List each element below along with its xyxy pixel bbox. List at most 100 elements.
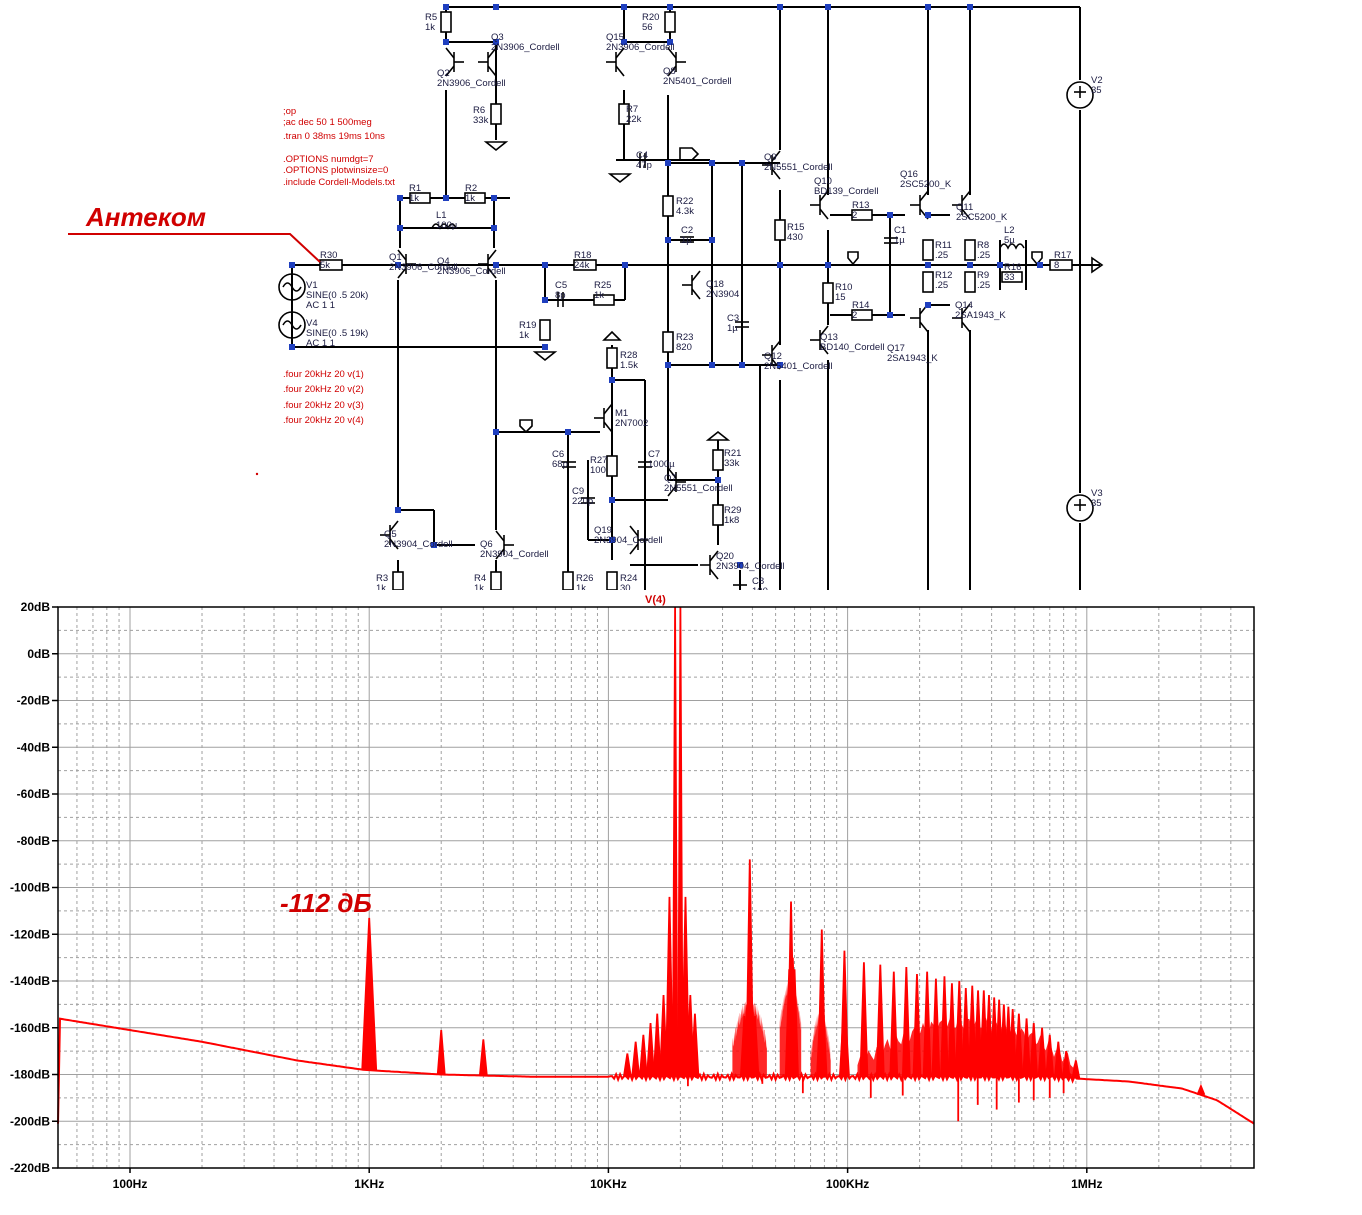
component-ref[interactable]: R10 [835,282,852,293]
component-ref[interactable]: L2 [1004,225,1015,236]
component-value[interactable]: 2N3904_Cordell [594,535,663,546]
component-value[interactable]: .25 [935,280,948,291]
component-value[interactable]: 1k [376,583,386,590]
component-ref[interactable]: R29 [724,505,741,516]
component-ref[interactable]: Q12 [764,351,782,362]
component-value[interactable]: 24k [574,260,590,271]
component-ref[interactable]: Q3 [491,32,504,43]
component-ref[interactable]: R4 [474,573,486,584]
component-value[interactable]: .25 [977,250,990,261]
component-ref[interactable]: Q1 [389,252,402,263]
component-value[interactable]: SINE(0 .5 19k) [306,328,368,339]
component-value[interactable]: 15 [835,292,846,303]
component-value[interactable]: 33 [1004,272,1015,283]
component-ref[interactable]: Q4 [437,256,450,267]
component-value[interactable]: 2N5401_Cordell [764,361,833,372]
component-ref[interactable]: R28 [620,350,637,361]
component-value[interactable]: 30 [620,583,631,590]
component-value[interactable]: 2N3906_Cordell [437,78,506,89]
component-value[interactable]: 2SC5200_K [900,179,952,190]
component-value[interactable]: 33k [724,458,740,469]
component-ref[interactable]: R30 [320,250,337,261]
component-ref[interactable]: C1 [894,225,906,236]
component-value[interactable]: 1µ [894,235,905,246]
component-value[interactable]: 1k [425,22,435,33]
component-ref[interactable]: C8 [752,576,764,587]
trace-label[interactable]: V(4) [645,594,666,606]
component-value[interactable]: 2 [852,210,857,221]
component-value[interactable]: 35 [1091,85,1102,96]
component-value[interactable]: 2N3906_Cordell [491,42,560,53]
component-ref[interactable]: R15 [787,222,804,233]
component-ref[interactable]: R21 [724,448,741,459]
component-ref[interactable]: R6 [473,105,485,116]
component-ref[interactable]: Q13 [820,332,838,343]
component-value[interactable]: 68p [552,459,568,470]
component-ref[interactable]: R1 [409,183,421,194]
component-ref[interactable]: R16 [1004,262,1021,273]
component-value[interactable]: 5k [320,260,330,271]
component-value[interactable]: 56 [642,22,653,33]
component-value[interactable]: 8 [1054,260,1059,271]
component-value[interactable]: 4.3k [676,206,694,217]
component-ref[interactable]: C4 [636,150,648,161]
component-value[interactable]: 2N3906_Cordell [437,266,506,277]
component-ref[interactable]: R8 [977,240,989,251]
component-ref[interactable]: V4 [306,318,318,329]
component-value[interactable]: 22k [626,114,642,125]
component-ref[interactable]: R18 [574,250,591,261]
component-value[interactable]: .25 [935,250,948,261]
component-value[interactable]: 100µ [436,220,458,231]
component-value[interactable]: 1k8 [724,515,739,526]
component-value[interactable]: 2N3906_Cordell [606,42,675,53]
component-value[interactable]: 2SA1943_K [955,310,1006,321]
component-value[interactable]: 1k [519,330,529,341]
component-ref[interactable]: L1 [436,210,447,221]
component-value[interactable]: .25 [977,280,990,291]
component-value[interactable]: BD139_Cordell [814,186,878,197]
component-value[interactable]: 2N5551_Cordell [664,483,733,494]
component-value[interactable]: 1k [465,193,475,204]
component-ref[interactable]: R25 [594,280,611,291]
component-value[interactable]: 2N5401_Cordell [663,76,732,87]
component-value[interactable]: 1k [576,583,586,590]
component-ref[interactable]: C6 [552,449,564,460]
component-value[interactable]: 1k [409,193,419,204]
component-value[interactable]: 2SA1943_K [887,353,938,364]
component-ref[interactable]: V3 [1091,488,1103,499]
component-value[interactable]: SINE(0 .5 20k) [306,290,368,301]
component-value[interactable]: 2N7002 [615,418,648,429]
component-ref[interactable]: Q9 [764,152,777,163]
component-value[interactable]: 430 [787,232,803,243]
component-ref[interactable]: R20 [642,12,659,23]
component-ref[interactable]: Q16 [900,169,918,180]
component-value[interactable]: 33k [473,115,489,126]
component-value[interactable]: 100 [752,586,768,590]
component-ref[interactable]: R26 [576,573,593,584]
component-ref[interactable]: Q17 [887,343,905,354]
component-ref[interactable]: R2 [465,183,477,194]
component-value[interactable]: 1µ [681,235,692,246]
component-ref[interactable]: R3 [376,573,388,584]
component-ref[interactable]: R27 [590,455,607,466]
component-ref[interactable]: V1 [306,280,318,291]
component-ref[interactable]: R7 [626,104,638,115]
component-value[interactable]: 47p [636,160,652,171]
component-ref[interactable]: Q2 [437,68,450,79]
component-ref[interactable]: Q6 [480,539,493,550]
component-value[interactable]: 820 [676,342,692,353]
component-ref[interactable]: R13 [852,200,869,211]
component-value[interactable]: 220p [572,496,593,507]
component-ref[interactable]: Q10 [814,176,832,187]
component-ref[interactable]: R17 [1054,250,1071,261]
component-ref[interactable]: Q19 [594,525,612,536]
component-value[interactable]: BD140_Cordell [820,342,884,353]
component-ref[interactable]: Q7 [664,473,677,484]
component-ref[interactable]: Q8 [663,66,676,77]
component-ref[interactable]: R22 [676,196,693,207]
component-value[interactable]: 100 [590,465,606,476]
component-value[interactable]: 2 [852,310,857,321]
component-value[interactable]: 5µ [1004,235,1015,246]
component-ref[interactable]: Q20 [716,551,734,562]
component-ref[interactable]: Q11 [956,202,973,213]
